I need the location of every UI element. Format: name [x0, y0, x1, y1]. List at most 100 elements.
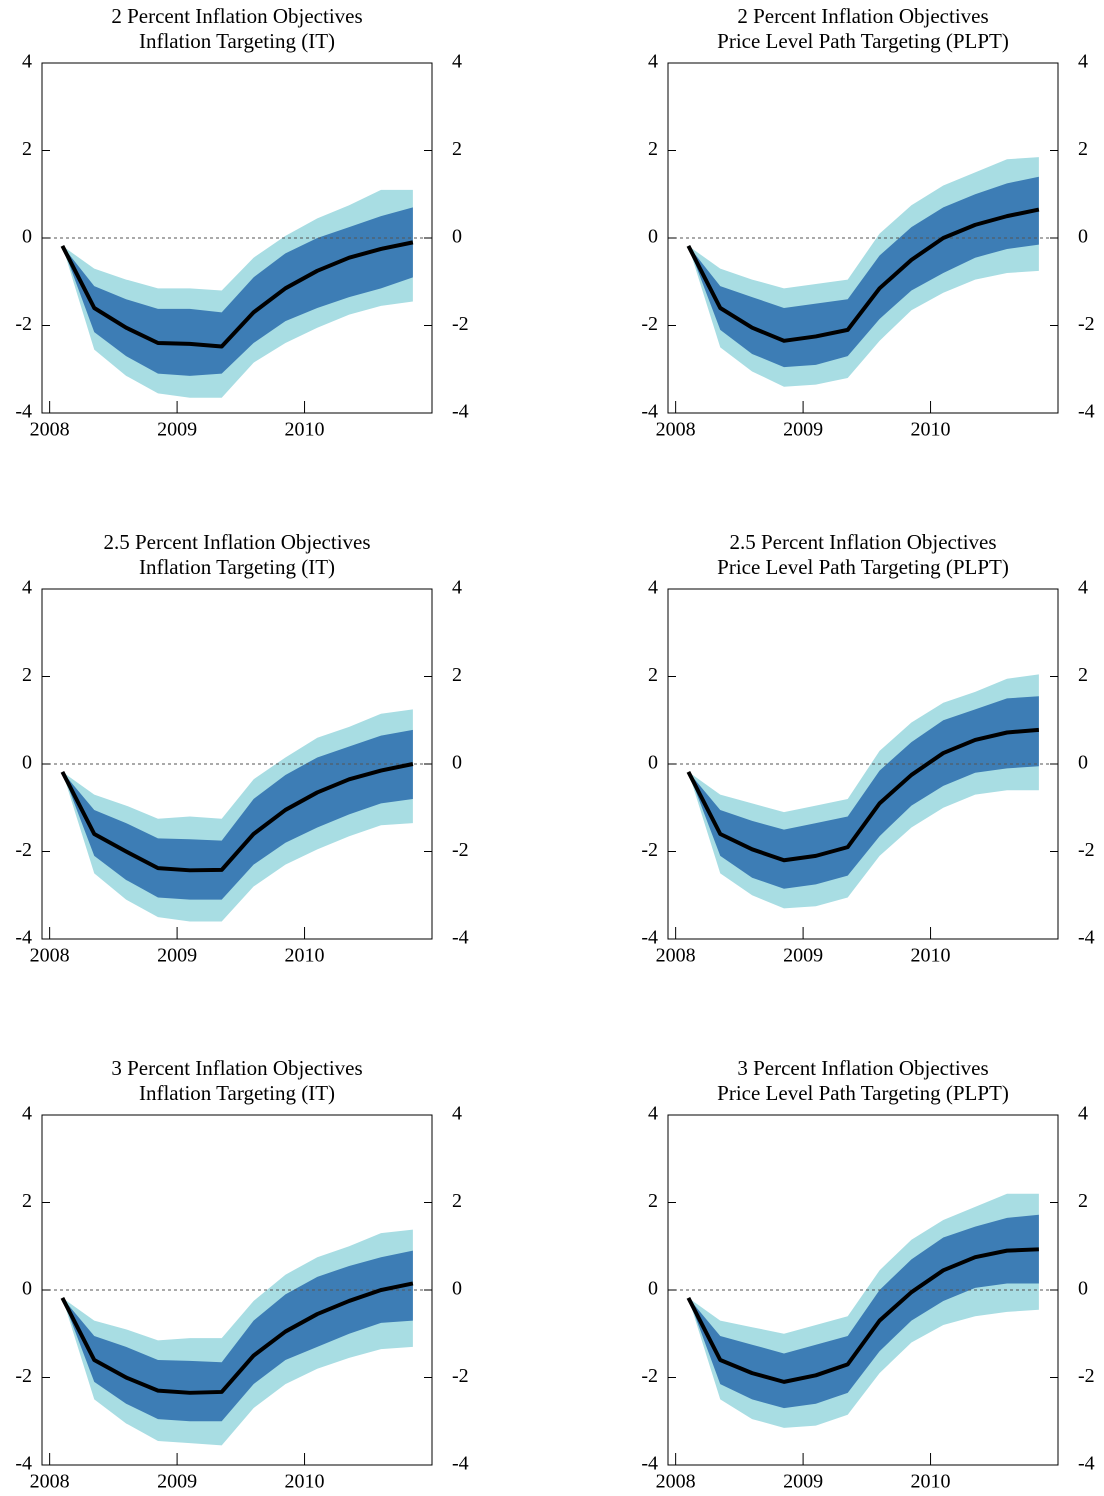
- chart-subtitle: Price Level Path Targeting (PLPT): [717, 1081, 1009, 1105]
- inner-band: [62, 729, 413, 900]
- y-tick-label: 2: [22, 138, 32, 160]
- y2-tick-label: 4: [1078, 1103, 1088, 1125]
- y2-tick-label: 0: [1078, 752, 1088, 774]
- x-tick-label: 2009: [783, 945, 823, 967]
- y-tick-label: 0: [22, 226, 32, 248]
- y2-tick-label: -2: [1078, 1365, 1095, 1387]
- y2-tick-label: 4: [1078, 577, 1088, 599]
- y-tick-label: 4: [22, 1103, 32, 1125]
- inner-band: [62, 207, 413, 376]
- chart-subtitle: Inflation Targeting (IT): [139, 555, 335, 579]
- chart-subtitle: Price Level Path Targeting (PLPT): [717, 29, 1009, 53]
- x-tick-label: 2008: [30, 419, 70, 441]
- x-tick-label: 2010: [911, 419, 951, 441]
- x-tick-label: 2009: [157, 419, 197, 441]
- y-tick-label: -2: [641, 1365, 658, 1387]
- y-tick-label: 4: [648, 1103, 658, 1125]
- y2-tick-label: 0: [452, 752, 462, 774]
- y-tick-label: 4: [22, 51, 32, 73]
- x-tick-label: 2008: [30, 1471, 70, 1493]
- y2-tick-label: 4: [452, 577, 462, 599]
- chart-subtitle: Price Level Path Targeting (PLPT): [717, 555, 1009, 579]
- inner-band: [688, 1214, 1039, 1409]
- y2-tick-label: -2: [452, 1365, 469, 1387]
- y-tick-label: 2: [648, 1190, 658, 1212]
- chart-title: 2.5 Percent Inflation Objectives: [729, 530, 996, 554]
- x-tick-label: 2010: [911, 1471, 951, 1493]
- y-tick-label: 2: [22, 1190, 32, 1212]
- x-tick-label: 2008: [656, 945, 696, 967]
- x-tick-label: 2009: [157, 945, 197, 967]
- y2-tick-label: -4: [452, 1453, 469, 1475]
- y-tick-label: -4: [15, 401, 32, 423]
- y2-tick-label: -4: [452, 401, 469, 423]
- central-line: [686, 1247, 1039, 1384]
- x-tick-label: 2010: [285, 1471, 325, 1493]
- central-line: [60, 762, 414, 873]
- y2-tick-label: -4: [1078, 927, 1095, 949]
- y-tick-label: 4: [648, 51, 658, 73]
- chart-title: 3 Percent Inflation Objectives: [111, 1056, 362, 1080]
- y2-tick-label: 0: [1078, 226, 1088, 248]
- y2-tick-label: -4: [1078, 401, 1095, 423]
- y-tick-label: -4: [15, 1453, 32, 1475]
- y2-tick-label: 2: [1078, 664, 1088, 686]
- x-tick-label: 2010: [911, 945, 951, 967]
- outer-band: [62, 1229, 413, 1446]
- chart-title: 2.5 Percent Inflation Objectives: [103, 530, 370, 554]
- x-tick-label: 2010: [285, 945, 325, 967]
- central-line: [686, 207, 1040, 343]
- x-tick-label: 2009: [157, 1471, 197, 1493]
- x-tick-label: 2009: [783, 419, 823, 441]
- y-tick-label: -2: [15, 1365, 32, 1387]
- y-tick-label: 0: [22, 752, 32, 774]
- y2-tick-label: 2: [452, 138, 462, 160]
- inner-band: [62, 1250, 413, 1422]
- y-tick-label: -4: [641, 1453, 658, 1475]
- chart-subtitle: Inflation Targeting (IT): [139, 29, 335, 53]
- panel: 3 Percent Inflation ObjectivesInflation …: [15, 1056, 468, 1493]
- y-tick-label: 0: [648, 752, 658, 774]
- y2-tick-label: 4: [452, 1103, 462, 1125]
- y-tick-label: 2: [22, 664, 32, 686]
- y-tick-label: -2: [641, 839, 658, 861]
- chart-title: 2 Percent Inflation Objectives: [737, 4, 988, 28]
- y2-tick-label: 2: [1078, 1190, 1088, 1212]
- y2-tick-label: 2: [1078, 138, 1088, 160]
- inner-band: [688, 176, 1039, 368]
- y-tick-label: 2: [648, 664, 658, 686]
- panel: 2.5 Percent Inflation ObjectivesInflatio…: [15, 530, 468, 967]
- y-tick-label: -4: [641, 401, 658, 423]
- y2-tick-label: 0: [452, 226, 462, 248]
- outer-band: [62, 709, 413, 922]
- y2-tick-label: -4: [452, 927, 469, 949]
- x-tick-label: 2010: [285, 419, 325, 441]
- central-line: [686, 727, 1040, 863]
- chart-title: 3 Percent Inflation Objectives: [737, 1056, 988, 1080]
- x-tick-label: 2008: [656, 1471, 696, 1493]
- y2-tick-label: 2: [452, 664, 462, 686]
- y-tick-label: -4: [641, 927, 658, 949]
- y2-tick-label: 4: [452, 51, 462, 73]
- y-tick-label: 4: [648, 577, 658, 599]
- y2-tick-label: -2: [1078, 313, 1095, 335]
- chart-title: 2 Percent Inflation Objectives: [111, 4, 362, 28]
- y-tick-label: 2: [648, 138, 658, 160]
- panel: 2 Percent Inflation ObjectivesInflation …: [15, 4, 468, 441]
- y-tick-label: -4: [15, 927, 32, 949]
- y-tick-label: 0: [648, 226, 658, 248]
- y2-tick-label: 2: [452, 1190, 462, 1212]
- chart-subtitle: Inflation Targeting (IT): [139, 1081, 335, 1105]
- inner-band: [688, 696, 1039, 889]
- y2-tick-label: -2: [452, 313, 469, 335]
- central-line: [60, 240, 414, 349]
- y-tick-label: -2: [641, 313, 658, 335]
- y-tick-label: -2: [15, 313, 32, 335]
- x-tick-label: 2008: [30, 945, 70, 967]
- y-tick-label: 0: [648, 1278, 658, 1300]
- x-tick-label: 2009: [783, 1471, 823, 1493]
